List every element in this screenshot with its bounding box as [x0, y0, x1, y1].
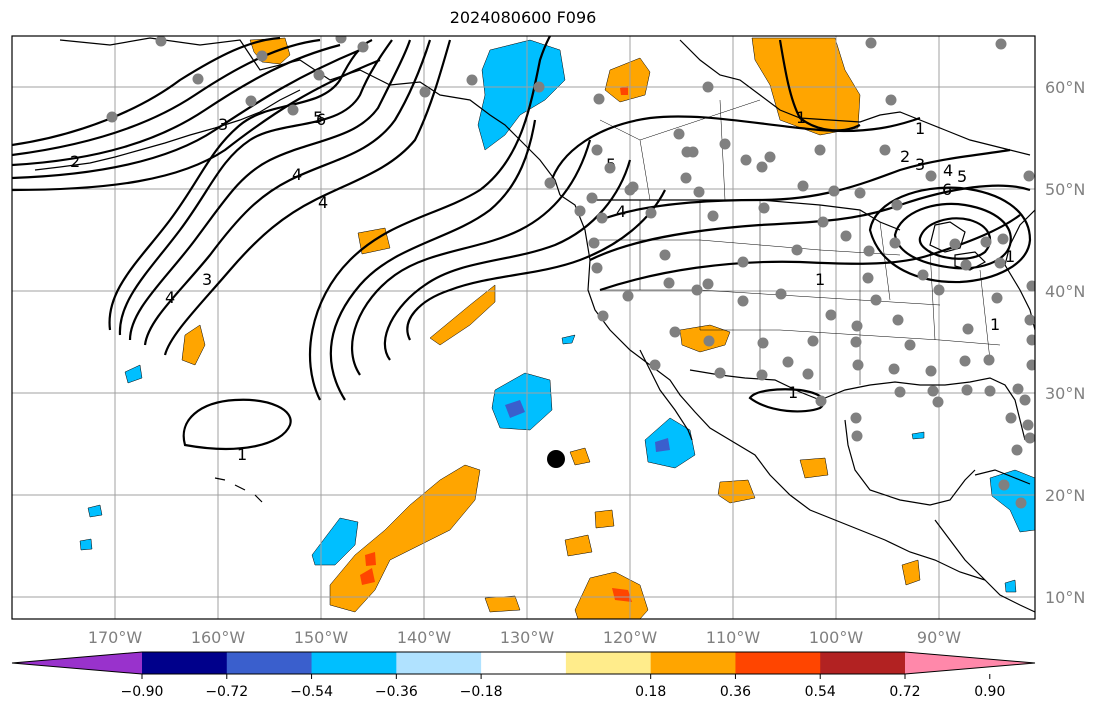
contour-label: 3 — [202, 270, 212, 289]
positive-anomaly-west-pacific — [181, 324, 206, 366]
longitude-labels: 170°W 160°W 150°W 140°W 130°W 120°W 110°… — [88, 628, 961, 647]
lon-tick-label: 170°W — [88, 628, 143, 647]
positive-anomaly-mexico-1 — [799, 457, 829, 479]
contour-label: 4 — [292, 165, 302, 184]
lat-tick-label: 10°N — [1045, 588, 1085, 607]
lon-tick-label: 90°W — [917, 628, 961, 647]
colorbar-segment — [735, 652, 821, 674]
cuba — [974, 469, 1031, 485]
positive-anomaly-mexico-2 — [717, 479, 756, 504]
hawaii-islands — [214, 477, 263, 503]
north-america-west-coast — [559, 194, 986, 581]
contour-label: 6 — [942, 180, 952, 199]
contour-label: 1 — [915, 119, 925, 138]
lat-tick-label: 40°N — [1045, 282, 1085, 301]
colorbar-tick-label: −0.36 — [375, 684, 418, 700]
contour-label: 1 — [796, 108, 806, 127]
map-frame — [11, 35, 1036, 620]
contour-label: 4 — [165, 288, 175, 307]
contour-label: 1 — [815, 270, 825, 289]
positive-anomaly-tropical-1 — [569, 447, 591, 466]
contour-label: 4 — [318, 193, 328, 212]
gulf-of-mexico-coast — [819, 377, 1026, 441]
colorbar-tick-label: −0.54 — [290, 684, 333, 700]
contour-label: 1 — [990, 315, 1000, 334]
contour-lines — [12, 36, 1032, 451]
colorbar-tick-label: 0.36 — [720, 684, 751, 700]
colorbar-segment — [396, 652, 482, 674]
hudson-bay-coast — [679, 39, 1031, 156]
negative-anomaly-hawaii-1 — [87, 504, 103, 518]
negative-anomaly-west-pacific — [124, 364, 143, 384]
positive-anomaly-gulf — [901, 559, 921, 586]
colorbar-segment — [820, 652, 906, 674]
map-title: 2024080600 F096 — [449, 8, 597, 27]
colorbar-segment — [565, 652, 652, 674]
colorbar-tick-label: −0.72 — [205, 684, 248, 700]
contour-value-labels: 1 2 3 4 5 6 4 3 4 1 1 5 4 1 2 3 4 5 6 1 … — [70, 108, 1015, 464]
map-panel — [12, 36, 1035, 619]
colorbar-segment — [142, 652, 228, 674]
storm-center-marker — [547, 450, 565, 468]
colorbar-segment — [311, 652, 397, 674]
colorbar-extend-low — [12, 652, 142, 674]
yucatan-coast — [844, 419, 976, 506]
colorbar-segment — [226, 652, 313, 674]
contour-label: 1 — [237, 445, 247, 464]
lat-tick-label: 20°N — [1045, 486, 1085, 505]
contour-label: 1 — [788, 383, 798, 402]
lon-tick-label: 140°W — [397, 628, 452, 647]
negative-anomaly-hawaii-2 — [79, 538, 93, 551]
colorbar-tick-label: 0.90 — [974, 684, 1005, 700]
positive-anomaly-tropical-5 — [484, 595, 521, 613]
contour-label: 5 — [313, 108, 323, 127]
contour-label: 3 — [915, 155, 925, 174]
aleutian-chain — [34, 89, 301, 171]
lat-tick-label: 30°N — [1045, 384, 1085, 403]
colorbar-tick-label: 0.18 — [635, 684, 666, 700]
lon-tick-label: 120°W — [603, 628, 658, 647]
colorbar-tick-label: 0.54 — [805, 684, 836, 700]
positive-anomaly-tropical-3 — [564, 534, 593, 557]
negative-anomaly-tropical — [311, 517, 359, 566]
positive-anomaly-yukon — [604, 57, 651, 103]
lat-tick-label: 60°N — [1045, 78, 1085, 97]
contour-label: 4 — [943, 161, 953, 180]
contour-label: 5 — [957, 167, 967, 186]
negative-anomaly-baja — [644, 417, 696, 469]
colorbar-segment — [650, 652, 736, 674]
contour-label: 2 — [900, 147, 910, 166]
lon-tick-label: 100°W — [809, 628, 864, 647]
negative-anomaly-east-pacific — [491, 372, 553, 431]
positive-anomaly-midpacific-2 — [429, 284, 496, 346]
central-america — [934, 519, 1035, 613]
colorbar-extend-high — [905, 652, 1035, 674]
colorbar-tick-label: −0.90 — [121, 684, 164, 700]
colorbar: −0.90 −0.72 −0.54 −0.36 −0.18 0.18 0.36 0.54 0.7… — [11, 651, 1036, 700]
contour-label: 6 — [316, 110, 326, 129]
lon-tick-label: 110°W — [706, 628, 761, 647]
colorbar-tick-label: −0.18 — [460, 684, 503, 700]
latitude-labels: 60°N 50°N 40°N 30°N 20°N 10°N — [1045, 78, 1085, 607]
contour-label: 1 — [1005, 247, 1015, 266]
negative-anomaly-alaska-panhandle — [477, 39, 566, 151]
contour-label: 3 — [218, 115, 228, 134]
lat-tick-label: 50°N — [1045, 180, 1085, 199]
contour-label: 4 — [616, 202, 626, 221]
positive-anomaly-tropical-2 — [594, 509, 615, 529]
colorbar-segment — [481, 652, 567, 674]
coastlines — [34, 37, 1035, 613]
lon-tick-label: 150°W — [294, 628, 349, 647]
lon-tick-label: 160°W — [191, 628, 246, 647]
colorbar-tick-label: 0.72 — [889, 684, 920, 700]
baja-peninsula — [639, 349, 693, 441]
lon-tick-label: 130°W — [500, 628, 555, 647]
contour-label: 2 — [70, 152, 80, 171]
station-dots — [106, 36, 1035, 509]
